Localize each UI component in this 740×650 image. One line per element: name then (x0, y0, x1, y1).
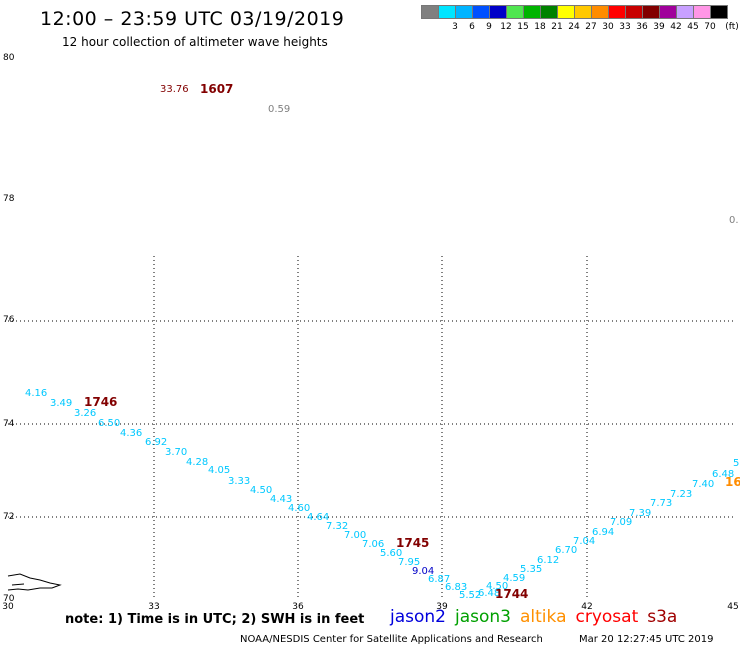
wave-height-label: 4.28 (186, 457, 208, 468)
wave-height-label: 6.83 (445, 582, 467, 593)
wave-height-label: 7.40 (692, 479, 714, 490)
color-scale-label: 24 (568, 22, 580, 32)
color-scale-label: 21 (551, 22, 563, 32)
latitude-label: 78 (3, 194, 15, 204)
latitude-label: 70 (3, 594, 15, 604)
wave-height-label: 3.70 (165, 447, 187, 458)
color-scale-label: 36 (636, 22, 648, 32)
color-scale-label: 12 (500, 22, 512, 32)
color-swatch (710, 5, 728, 19)
color-scale-label: 30 (602, 22, 614, 32)
wave-height-label: 7.00 (344, 530, 366, 541)
wave-height-label: 9.04 (412, 566, 434, 577)
time-label: 1607 (200, 82, 233, 96)
wave-height-label: 4.59 (503, 573, 525, 584)
color-scale-label: 45 (687, 22, 699, 32)
wave-height-label: 6.48 (478, 588, 500, 599)
coastline-path (7, 573, 62, 591)
longitude-label: 30 (2, 602, 14, 612)
wave-height-label: 7.09 (610, 517, 632, 528)
wave-height-label: 4.16 (25, 388, 47, 399)
wave-height-label: 4.05 (208, 465, 230, 476)
longitude-label: 36 (292, 602, 304, 612)
wave-height-label: 7.73 (650, 498, 672, 509)
color-scale-label: 18 (534, 22, 546, 32)
footer-note: note: 1) Time is in UTC; 2) SWH is in fe… (65, 612, 365, 627)
wave-height-label: 0. (729, 215, 739, 226)
time-label: 1746 (84, 395, 117, 409)
wave-height-label: 4.50 (486, 581, 508, 592)
wave-height-label: 33.76 (160, 84, 189, 95)
satellite-legend-item: jason3 (455, 607, 511, 627)
wave-height-label: 6.87 (428, 574, 450, 585)
wave-height-label: 5 (733, 458, 739, 469)
time-label: 1745 (396, 536, 429, 550)
coastline (7, 573, 62, 591)
latitude-label: 80 (3, 53, 15, 63)
color-scale-label: 70 (704, 22, 716, 32)
wave-height-label: 4.64 (307, 512, 329, 523)
wave-height-label: 4.60 (288, 503, 310, 514)
wave-height-label: 6.48 (712, 469, 734, 480)
credit-text: NOAA/NESDIS Center for Satellite Applica… (240, 634, 543, 645)
satellite-legend-item: cryosat (575, 607, 639, 627)
color-scale-label: 6 (469, 22, 475, 32)
satellite-legend: jason2 jason3 altika cryosat s3a (390, 607, 686, 627)
wave-height-label: 7.23 (670, 489, 692, 500)
color-scale-label: 33 (619, 22, 631, 32)
time-label: 16 (725, 475, 740, 489)
latitude-label: 74 (3, 419, 15, 429)
wave-height-label: 6.12 (537, 555, 559, 566)
latitude-label: 76 (3, 315, 15, 325)
wave-height-label: 7.32 (326, 521, 348, 532)
wave-height-label: 0.59 (268, 104, 290, 115)
wave-height-label: 6.94 (592, 527, 614, 538)
map-subtitle: 12 hour collection of altimeter wave hei… (62, 35, 328, 49)
map-grid (8, 256, 735, 600)
wave-height-label: 3.26 (74, 408, 96, 419)
wave-height-label: 5.35 (520, 564, 542, 575)
satellite-legend-item: jason2 (390, 607, 446, 627)
longitude-label: 33 (148, 602, 159, 612)
wave-height-label: 5.60 (380, 548, 402, 559)
longitude-label: 45 (727, 602, 738, 612)
wave-height-label: 3.49 (50, 398, 72, 409)
longitude-label: 39 (436, 602, 448, 612)
wave-height-label: 7.06 (362, 539, 384, 550)
satellite-legend-item: altika (520, 607, 567, 627)
latitude-label: 72 (3, 512, 14, 522)
wave-height-label: 4.43 (270, 494, 292, 505)
wave-height-label: 6.70 (555, 545, 577, 556)
wave-height-label: 6.92 (145, 437, 167, 448)
wave-height-label: 7.39 (629, 508, 651, 519)
time-label: 1744 (495, 587, 528, 601)
color-scale-label: 3 (452, 22, 458, 32)
color-scale-label: 42 (670, 22, 682, 32)
wave-height-label: 3.33 (228, 476, 250, 487)
color-scale-unit: (ft) (725, 22, 739, 32)
map-title: 12:00 – 23:59 UTC 03/19/2019 (40, 8, 345, 30)
wave-height-label: 7.95 (398, 557, 420, 568)
wave-height-label: 5.52 (459, 590, 481, 601)
wave-height-label: 7.04 (573, 536, 595, 547)
color-scale-label: 39 (653, 22, 665, 32)
wave-height-label: 6.50 (98, 418, 120, 429)
longitude-label: 42 (581, 602, 592, 612)
timestamp: Mar 20 12:27:45 UTC 2019 (579, 634, 714, 645)
wave-height-label: 4.36 (120, 428, 142, 439)
color-scale-label: 27 (585, 22, 597, 32)
color-scale-label: 9 (486, 22, 492, 32)
wave-height-label: 4.50 (250, 485, 272, 496)
satellite-legend-item: s3a (647, 607, 678, 627)
color-scale-label: 15 (517, 22, 529, 32)
